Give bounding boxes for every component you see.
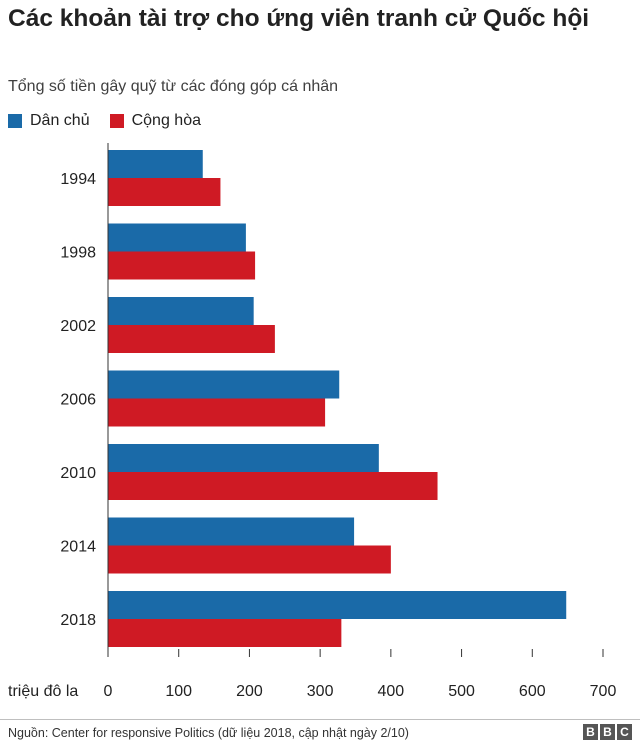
legend-label-democrat: Dân chủ <box>30 112 90 129</box>
bar-republican-2018 <box>108 619 342 647</box>
legend-swatch-republican <box>109 114 124 128</box>
x-tick-label-700: 700 <box>590 683 617 700</box>
bbc-logo: B B C <box>583 724 632 740</box>
x-tick-label-0: 0 <box>104 683 113 700</box>
legend-swatch-democrat <box>8 114 22 128</box>
bbc-logo-letter: B <box>583 724 598 740</box>
category-label-1998: 1998 <box>60 245 96 262</box>
x-tick-label-100: 100 <box>165 683 192 700</box>
bbc-logo-letter: C <box>617 724 632 740</box>
chart-title: Các khoản tài trợ cho ứng viên tranh cử … <box>8 5 590 32</box>
chart-subtitle: Tổng số tiền gây quỹ từ các đóng góp cá … <box>8 78 339 95</box>
bar-republican-1994 <box>108 178 221 206</box>
x-tick-label-200: 200 <box>236 683 263 700</box>
category-label-2002: 2002 <box>60 318 96 335</box>
legend-label-republican: Cộng hòa <box>131 112 201 129</box>
bar-republican-2006 <box>108 398 326 427</box>
bar-democrat-2010 <box>108 444 379 472</box>
bar-republican-2014 <box>108 545 391 574</box>
category-label-2006: 2006 <box>60 392 96 409</box>
bar-republican-2010 <box>108 472 438 500</box>
bar-republican-2002 <box>108 325 275 353</box>
category-label-1994: 1994 <box>60 171 96 188</box>
bar-democrat-2002 <box>108 297 254 325</box>
category-label-2018: 2018 <box>60 612 96 629</box>
bbc-logo-letter: B <box>600 724 615 740</box>
bar-democrat-2006 <box>108 370 340 399</box>
bar-democrat-1994 <box>108 150 203 178</box>
category-label-2010: 2010 <box>60 465 96 482</box>
footer-divider <box>0 719 640 720</box>
legend-item-democrat: Dân chủ <box>8 112 90 130</box>
x-tick-label-400: 400 <box>378 683 405 700</box>
x-tick-label-500: 500 <box>448 683 475 700</box>
source-note: Nguồn: Center for responsive Politics (d… <box>8 726 409 740</box>
x-tick-label-300: 300 <box>307 683 334 700</box>
bar-democrat-2018 <box>108 591 567 619</box>
legend-item-republican: Cộng hòa <box>109 112 201 130</box>
bar-republican-1998 <box>108 251 256 280</box>
bar-democrat-2014 <box>108 517 355 546</box>
x-axis-label: triệu đô la <box>8 683 78 700</box>
x-tick-label-600: 600 <box>519 683 546 700</box>
legend: Dân chủ Cộng hòa <box>8 112 221 130</box>
category-label-2014: 2014 <box>60 539 96 556</box>
bar-democrat-1998 <box>108 223 246 252</box>
